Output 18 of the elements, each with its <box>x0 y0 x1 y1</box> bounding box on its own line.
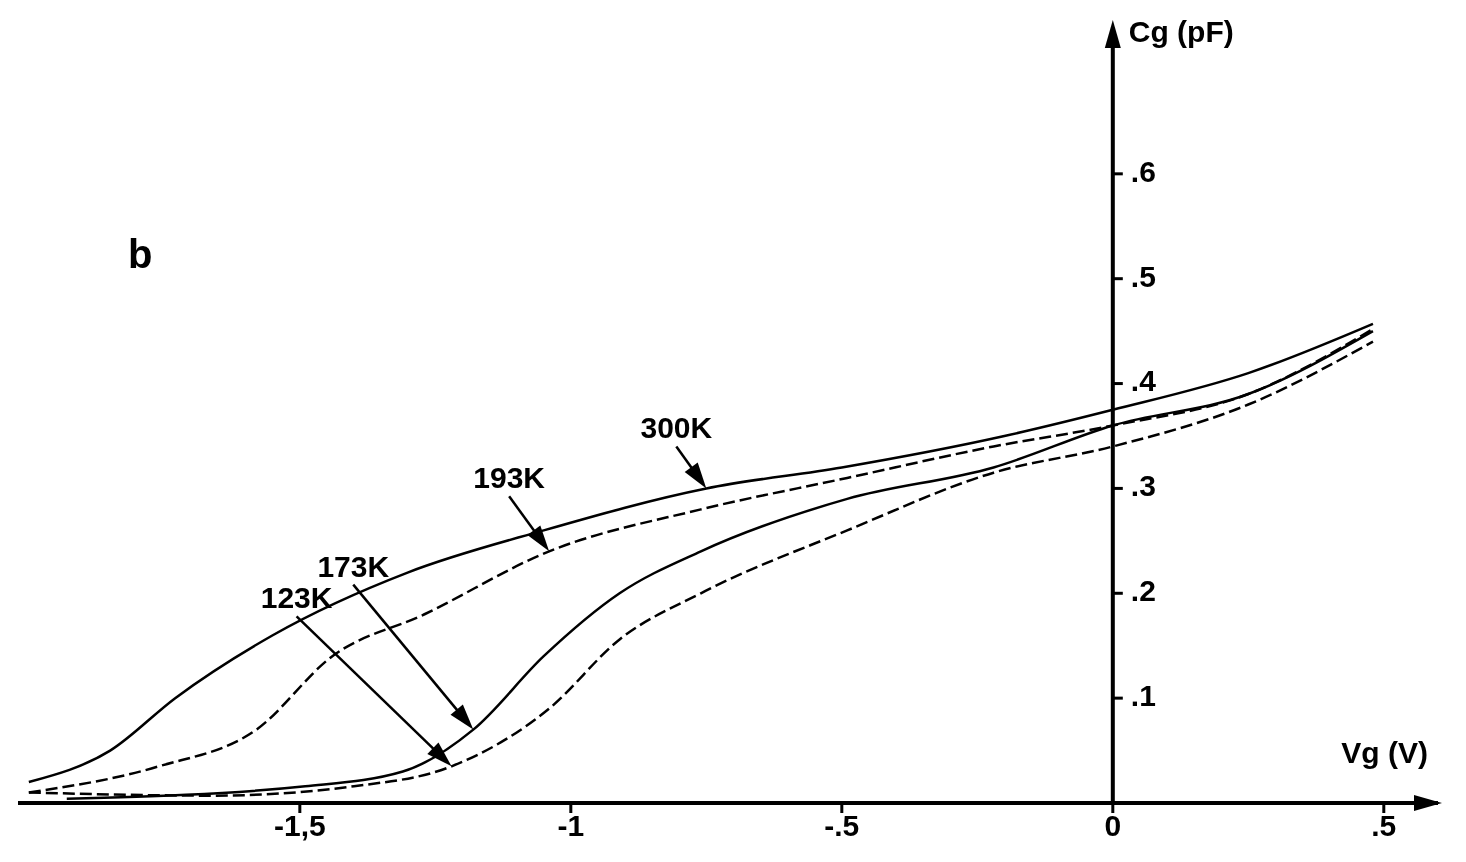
y-tick-label: .1 <box>1130 679 1156 713</box>
annotation: 173K <box>317 549 390 583</box>
y-tick-label: .6 <box>1130 154 1156 188</box>
x-tick-label: .5 <box>1371 809 1397 843</box>
x-tick-label: 0 <box>1104 809 1122 843</box>
x-axis-title: Vg (V) <box>1341 736 1428 769</box>
x-tick-label: -1,5 <box>273 809 326 843</box>
annotation: 300K <box>640 411 713 445</box>
annotation: 193K <box>473 461 546 495</box>
x-tick-label: -.5 <box>824 809 860 843</box>
y-tick-label: .4 <box>1130 364 1157 398</box>
y-tick-label: .3 <box>1130 469 1156 503</box>
y-axis-title: Cg (pF) <box>1128 15 1234 48</box>
y-tick-label: .2 <box>1130 574 1156 608</box>
x-tick-label: -1 <box>557 809 585 843</box>
annotation: 123K <box>260 581 333 615</box>
annotation: b <box>128 232 153 276</box>
y-tick-label: .5 <box>1130 259 1156 293</box>
